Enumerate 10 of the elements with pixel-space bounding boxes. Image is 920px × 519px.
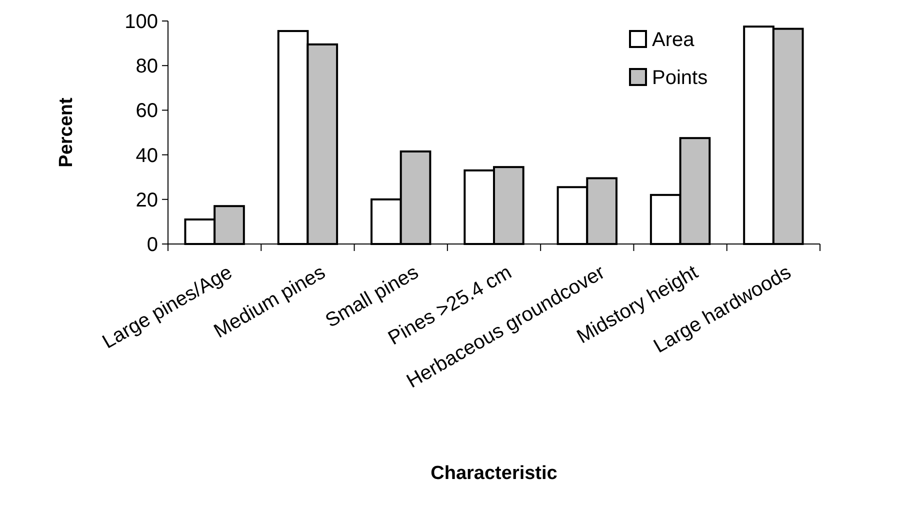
x-axis-title: Characteristic: [430, 463, 558, 484]
y-tick-label: 0: [146, 234, 158, 256]
legend-label: Points: [652, 67, 708, 89]
y-tick-label: 60: [136, 100, 158, 122]
y-tick-label: 40: [136, 144, 158, 167]
y-tick-label: 100: [124, 11, 158, 33]
y-tick-label: 80: [136, 56, 158, 78]
y-axis-title: Percent: [56, 96, 77, 168]
legend-label: Area: [652, 29, 696, 51]
y-tick-label: 20: [136, 189, 158, 212]
